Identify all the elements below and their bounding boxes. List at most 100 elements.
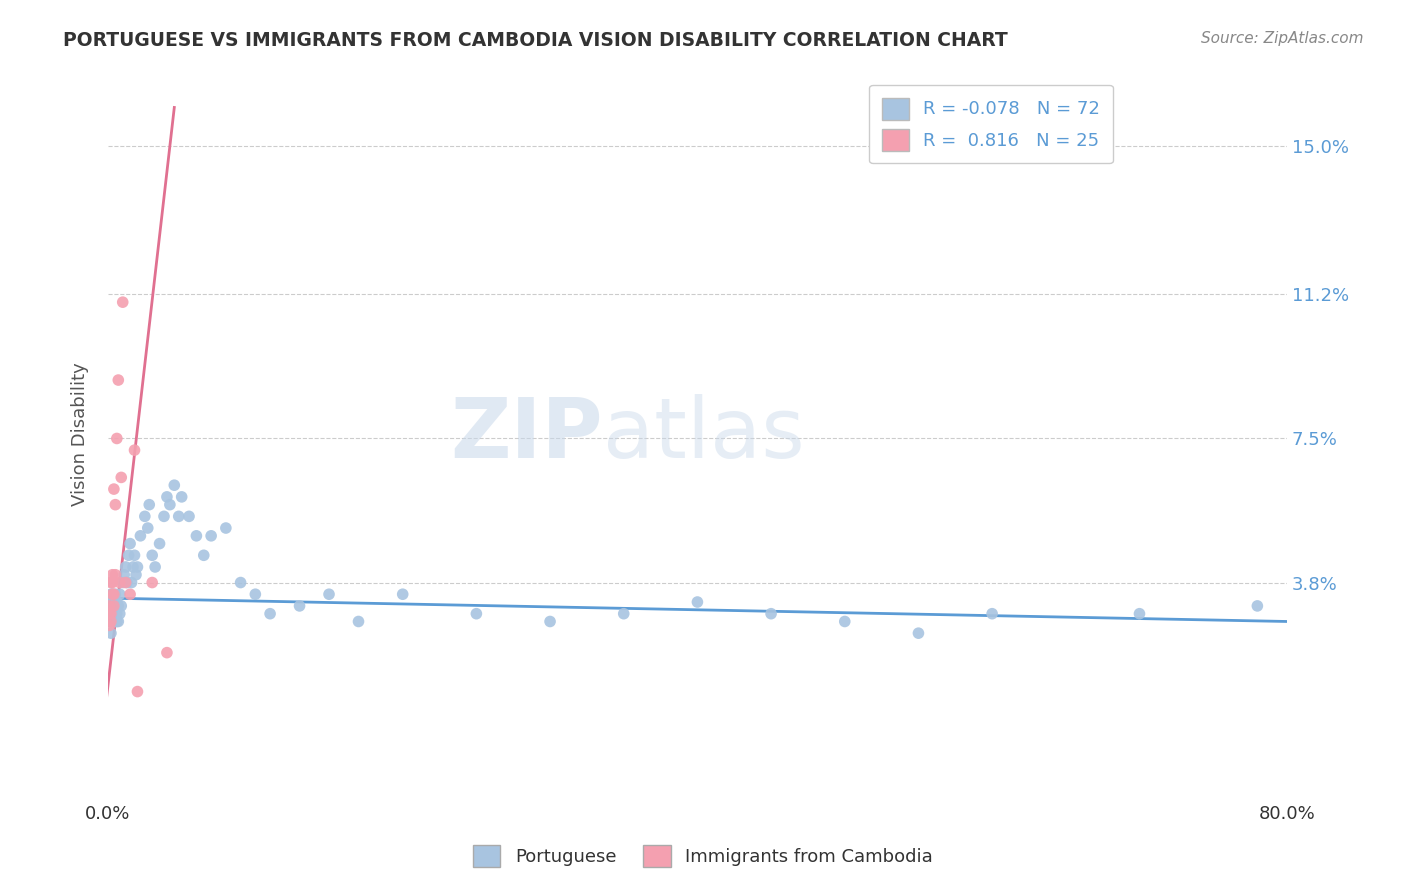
- Point: [391, 587, 413, 601]
- Text: Source: ZipAtlas.com: Source: ZipAtlas.com: [1201, 31, 1364, 46]
- Point: [100, 575, 122, 590]
- Point: [148, 536, 170, 550]
- Point: [108, 587, 131, 601]
- Point: [110, 470, 132, 484]
- Point: [121, 575, 143, 590]
- Point: [318, 587, 340, 601]
- Point: [107, 615, 129, 629]
- Point: [120, 536, 142, 550]
- Point: [101, 603, 124, 617]
- Point: [104, 587, 127, 601]
- Point: [105, 615, 128, 629]
- Point: [167, 509, 190, 524]
- Point: [613, 607, 636, 621]
- Point: [104, 567, 127, 582]
- Point: [98, 599, 121, 613]
- Point: [114, 560, 136, 574]
- Y-axis label: Vision Disability: Vision Disability: [72, 363, 89, 507]
- Legend: Portuguese, Immigrants from Cambodia: Portuguese, Immigrants from Cambodia: [465, 838, 941, 874]
- Point: [156, 490, 179, 504]
- Point: [1246, 599, 1268, 613]
- Point: [229, 575, 252, 590]
- Point: [127, 560, 149, 574]
- Point: [98, 607, 121, 621]
- Point: [101, 587, 124, 601]
- Point: [104, 498, 127, 512]
- Point: [103, 599, 125, 613]
- Point: [124, 443, 146, 458]
- Point: [122, 560, 145, 574]
- Point: [215, 521, 238, 535]
- Point: [103, 615, 125, 629]
- Point: [98, 607, 121, 621]
- Point: [170, 490, 193, 504]
- Point: [124, 549, 146, 563]
- Point: [100, 615, 122, 629]
- Point: [101, 587, 124, 601]
- Point: [141, 575, 163, 590]
- Point: [907, 626, 929, 640]
- Point: [127, 684, 149, 698]
- Point: [136, 521, 159, 535]
- Point: [100, 626, 122, 640]
- Point: [104, 607, 127, 621]
- Point: [120, 587, 142, 601]
- Text: PORTUGUESE VS IMMIGRANTS FROM CAMBODIA VISION DISABILITY CORRELATION CHART: PORTUGUESE VS IMMIGRANTS FROM CAMBODIA V…: [63, 31, 1008, 50]
- Point: [105, 607, 128, 621]
- Point: [110, 599, 132, 613]
- Point: [245, 587, 267, 601]
- Point: [105, 432, 128, 446]
- Point: [186, 529, 208, 543]
- Point: [259, 607, 281, 621]
- Point: [98, 595, 121, 609]
- Point: [101, 575, 124, 590]
- Point: [104, 615, 127, 629]
- Legend: R = -0.078   N = 72, R =  0.816   N = 25: R = -0.078 N = 72, R = 0.816 N = 25: [869, 85, 1112, 163]
- Point: [108, 575, 131, 590]
- Point: [288, 599, 311, 613]
- Point: [834, 615, 856, 629]
- Point: [98, 615, 121, 629]
- Point: [200, 529, 222, 543]
- Point: [134, 509, 156, 524]
- Point: [141, 549, 163, 563]
- Point: [538, 615, 561, 629]
- Point: [101, 595, 124, 609]
- Point: [103, 595, 125, 609]
- Point: [347, 615, 370, 629]
- Point: [98, 618, 121, 632]
- Point: [465, 607, 488, 621]
- Point: [103, 599, 125, 613]
- Point: [107, 373, 129, 387]
- Point: [101, 567, 124, 582]
- Point: [163, 478, 186, 492]
- Point: [117, 549, 139, 563]
- Point: [100, 607, 122, 621]
- Point: [111, 575, 134, 590]
- Point: [129, 529, 152, 543]
- Point: [103, 587, 125, 601]
- Point: [100, 615, 122, 629]
- Point: [114, 575, 136, 590]
- Point: [156, 646, 179, 660]
- Point: [177, 509, 200, 524]
- Point: [112, 567, 135, 582]
- Point: [105, 595, 128, 609]
- Point: [686, 595, 709, 609]
- Point: [101, 615, 124, 629]
- Point: [100, 587, 122, 601]
- Point: [193, 549, 215, 563]
- Point: [138, 498, 160, 512]
- Point: [100, 599, 122, 613]
- Point: [103, 482, 125, 496]
- Text: ZIP: ZIP: [450, 394, 603, 475]
- Point: [115, 575, 138, 590]
- Point: [143, 560, 166, 574]
- Point: [759, 607, 782, 621]
- Point: [107, 599, 129, 613]
- Point: [111, 295, 134, 310]
- Point: [108, 607, 131, 621]
- Point: [159, 498, 181, 512]
- Point: [1128, 607, 1150, 621]
- Point: [125, 567, 148, 582]
